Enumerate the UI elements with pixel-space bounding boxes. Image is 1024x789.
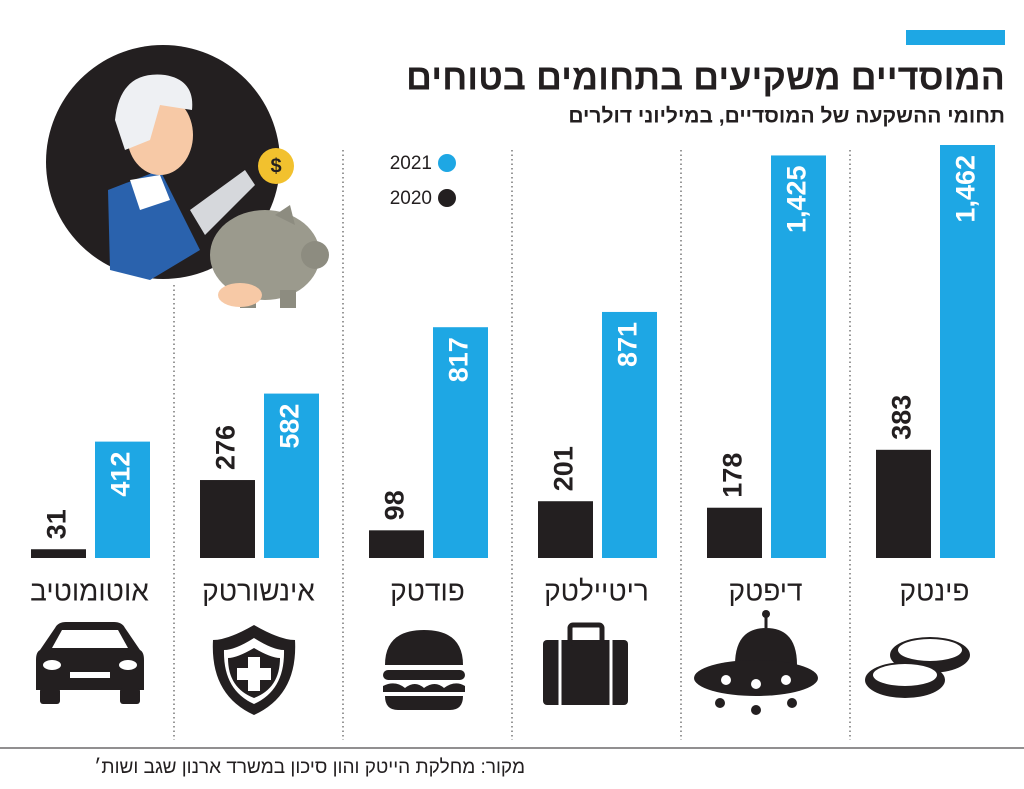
category-label: דיפטק (728, 575, 802, 606)
legend-swatch (438, 189, 456, 207)
category-label: פינטק (899, 575, 969, 606)
coin-symbol: $ (270, 155, 281, 177)
bar (602, 311, 657, 558)
icons (36, 610, 970, 715)
value-label: 201 (549, 446, 579, 491)
legend-label: 2020 (390, 188, 432, 209)
value-label: 1,462 (951, 155, 981, 223)
bar (771, 155, 826, 558)
legend-label: 2021 (390, 153, 432, 174)
value-label: 1,425 (782, 165, 812, 233)
title-accent (906, 30, 1005, 45)
category-label: אינשורטק (202, 575, 315, 606)
icon-shield (212, 625, 296, 715)
icon-car (36, 622, 144, 704)
source: מקור: מחלקת הייטק והון סיכון במשרד ארנון… (94, 757, 525, 778)
bar (707, 507, 762, 558)
value-label: 871 (613, 322, 643, 367)
value-label: 276 (211, 425, 241, 470)
icon-burger (383, 630, 465, 710)
value-label: 178 (718, 453, 748, 498)
category-label: אוטומוטיב (30, 575, 149, 606)
bar (31, 549, 86, 558)
value-label: 582 (275, 404, 305, 449)
bar (940, 145, 995, 558)
value-label: 98 (380, 490, 410, 520)
bar (538, 501, 593, 558)
category-label: פודטק (390, 575, 465, 606)
icon-ufo (694, 610, 818, 715)
chart-subtitle: תחומי ההשקעה של המוסדיים, במיליוני דולרי… (568, 105, 1005, 128)
chart-title: המוסדיים משקיעים בתחומים בטוחים (406, 57, 1005, 98)
icon-coins (865, 637, 970, 698)
legend-swatch (438, 154, 456, 172)
value-label: 383 (887, 395, 917, 440)
category-label: ריטיילטק (544, 575, 649, 606)
bar (200, 480, 255, 558)
bar (876, 449, 931, 558)
value-label: 31 (42, 509, 72, 539)
bar (369, 530, 424, 558)
illustration: $ (46, 45, 329, 308)
bar (95, 441, 150, 558)
bar (433, 327, 488, 558)
value-label: 412 (106, 452, 136, 497)
icon-briefcase (543, 622, 628, 705)
bar (264, 393, 319, 558)
plot: 2021 2020 פינטק 383 1,462 דיפטק 178 1,425 ריטייל… (30, 145, 995, 740)
value-label: 817 (444, 337, 474, 382)
